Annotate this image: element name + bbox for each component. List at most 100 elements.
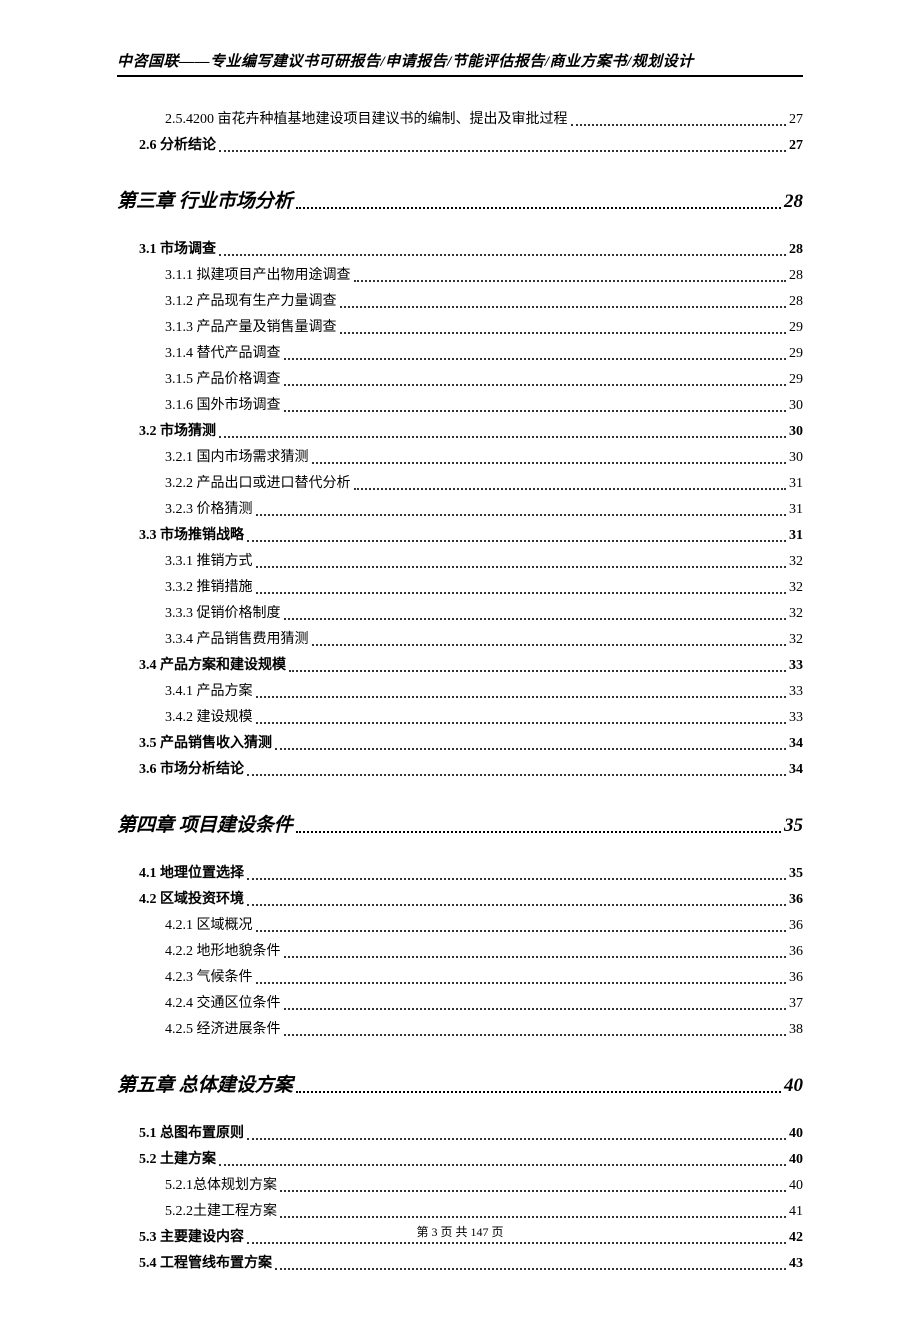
toc-label: 3.1.1 拟建项目产出物用途调查 bbox=[165, 263, 351, 289]
toc-label: 第五章 总体建设方案 bbox=[117, 1071, 293, 1101]
toc-leader-dots bbox=[256, 982, 787, 984]
toc-entry: 5.2.1总体规划方案40 bbox=[165, 1173, 803, 1199]
toc-label: 3.4 产品方案和建设规模 bbox=[139, 653, 286, 679]
toc-page-number: 29 bbox=[789, 367, 803, 393]
toc-entry: 3.1 市场调查28 bbox=[139, 237, 803, 263]
toc-label: 4.2.3 气候条件 bbox=[165, 965, 253, 991]
toc-entry: 5.4 工程管线布置方案 43 bbox=[139, 1251, 803, 1277]
toc-label: 3.2 市场猜测 bbox=[139, 419, 216, 445]
toc-page-number: 38 bbox=[789, 1017, 803, 1043]
toc-leader-dots bbox=[571, 124, 787, 126]
toc-entry: 4.1 地理位置选择 35 bbox=[139, 861, 803, 887]
toc-leader-dots bbox=[312, 462, 787, 464]
toc-entry: 3.5 产品销售收入猜测 34 bbox=[139, 731, 803, 757]
toc-label: 第四章 项目建设条件 bbox=[117, 811, 293, 841]
toc-label: 4.2.4 交通区位条件 bbox=[165, 991, 281, 1017]
toc-page-number: 43 bbox=[789, 1251, 803, 1277]
toc-leader-dots bbox=[284, 1034, 787, 1036]
toc-page-number: 36 bbox=[789, 913, 803, 939]
toc-page-number: 29 bbox=[789, 341, 803, 367]
toc-entry: 第三章 行业市场分析 28 bbox=[117, 187, 803, 217]
toc-label: 3.5 产品销售收入猜测 bbox=[139, 731, 272, 757]
toc-leader-dots bbox=[219, 1164, 786, 1166]
toc-label: 3.1.2 产品现有生产力量调查 bbox=[165, 289, 337, 315]
toc-entry: 3.2 市场猜测 30 bbox=[139, 419, 803, 445]
toc-entry: 3.1.4 替代产品调查29 bbox=[165, 341, 803, 367]
toc-label: 3.2.3 价格猜测 bbox=[165, 497, 253, 523]
table-of-contents: 2.5.4200 亩花卉种植基地建设项目建议书的编制、提出及审批过程 27 2.6 … bbox=[117, 107, 803, 1277]
toc-leader-dots bbox=[219, 436, 786, 438]
toc-page-number: 35 bbox=[789, 861, 803, 887]
toc-leader-dots bbox=[256, 514, 787, 516]
toc-entry: 3.2.3 价格猜测 31 bbox=[165, 497, 803, 523]
toc-page-number: 33 bbox=[789, 653, 803, 679]
toc-label: 5.1 总图布置原则 bbox=[139, 1121, 244, 1147]
toc-leader-dots bbox=[247, 878, 786, 880]
toc-leader-dots bbox=[354, 488, 787, 490]
toc-leader-dots bbox=[256, 696, 787, 698]
toc-leader-dots bbox=[275, 1268, 786, 1270]
toc-label: 5.4 工程管线布置方案 bbox=[139, 1251, 272, 1277]
toc-label: 2.6 分析结论 bbox=[139, 133, 216, 159]
toc-label: 3.1.6 国外市场调查 bbox=[165, 393, 281, 419]
toc-label: 3.2.2 产品出口或进口替代分析 bbox=[165, 471, 351, 497]
toc-leader-dots bbox=[354, 280, 787, 282]
toc-label: 3.3.4 产品销售费用猜测 bbox=[165, 627, 309, 653]
toc-label: 4.2.2 地形地貌条件 bbox=[165, 939, 281, 965]
toc-label: 3.6 市场分析结论 bbox=[139, 757, 244, 783]
toc-leader-dots bbox=[247, 540, 786, 542]
toc-page-number: 33 bbox=[789, 679, 803, 705]
toc-label: 5.2 土建方案 bbox=[139, 1147, 216, 1173]
toc-label: 3.4.1 产品方案 bbox=[165, 679, 253, 705]
toc-page-number: 27 bbox=[789, 107, 803, 133]
toc-leader-dots bbox=[256, 566, 787, 568]
toc-page-number: 31 bbox=[789, 497, 803, 523]
toc-page-number: 36 bbox=[789, 887, 803, 913]
toc-page-number: 28 bbox=[784, 187, 803, 217]
toc-entry: 3.1.6 国外市场调查 30 bbox=[165, 393, 803, 419]
toc-leader-dots bbox=[340, 332, 787, 334]
toc-page-number: 32 bbox=[789, 575, 803, 601]
toc-entry: 3.3 市场推销战略 31 bbox=[139, 523, 803, 549]
toc-page-number: 31 bbox=[789, 523, 803, 549]
toc-entry: 第五章 总体建设方案40 bbox=[117, 1071, 803, 1101]
toc-page-number: 36 bbox=[789, 939, 803, 965]
toc-page-number: 27 bbox=[789, 133, 803, 159]
toc-entry: 3.1.1 拟建项目产出物用途调查28 bbox=[165, 263, 803, 289]
toc-entry: 4.2.2 地形地貌条件 36 bbox=[165, 939, 803, 965]
toc-label: 2.5.4200 亩花卉种植基地建设项目建议书的编制、提出及审批过程 bbox=[165, 107, 568, 133]
toc-label: 3.3.2 推销措施 bbox=[165, 575, 253, 601]
toc-label: 第三章 行业市场分析 bbox=[117, 187, 293, 217]
toc-page-number: 32 bbox=[789, 549, 803, 575]
toc-page-number: 29 bbox=[789, 315, 803, 341]
toc-page-number: 37 bbox=[789, 991, 803, 1017]
toc-label: 3.3 市场推销战略 bbox=[139, 523, 244, 549]
toc-label: 3.1.5 产品价格调查 bbox=[165, 367, 281, 393]
toc-leader-dots bbox=[247, 1242, 786, 1244]
toc-entry: 5.1 总图布置原则40 bbox=[139, 1121, 803, 1147]
toc-label: 3.2.1 国内市场需求猜测 bbox=[165, 445, 309, 471]
toc-label: 3.3.3 促销价格制度 bbox=[165, 601, 281, 627]
toc-leader-dots bbox=[280, 1216, 786, 1218]
toc-leader-dots bbox=[296, 1091, 781, 1093]
toc-label: 5.2.1总体规划方案 bbox=[165, 1173, 277, 1199]
toc-entry: 3.1.2 产品现有生产力量调查28 bbox=[165, 289, 803, 315]
toc-leader-dots bbox=[247, 1138, 786, 1140]
toc-page-number: 30 bbox=[789, 393, 803, 419]
toc-label: 4.2.5 经济进展条件 bbox=[165, 1017, 281, 1043]
toc-label: 3.1.3 产品产量及销售量调查 bbox=[165, 315, 337, 341]
toc-entry: 3.3.1 推销方式32 bbox=[165, 549, 803, 575]
page-footer: 第 3 页 共 147 页 bbox=[0, 1223, 920, 1240]
toc-entry: 3.4.2 建设规模33 bbox=[165, 705, 803, 731]
toc-entry: 4.2.5 经济进展条件 38 bbox=[165, 1017, 803, 1043]
toc-entry: 3.3.4 产品销售费用猜测32 bbox=[165, 627, 803, 653]
toc-page-number: 30 bbox=[789, 419, 803, 445]
toc-page-number: 34 bbox=[789, 757, 803, 783]
toc-entry: 3.3.2 推销措施 32 bbox=[165, 575, 803, 601]
toc-leader-dots bbox=[256, 592, 787, 594]
toc-page-number: 31 bbox=[789, 471, 803, 497]
toc-label: 4.1 地理位置选择 bbox=[139, 861, 244, 887]
toc-page-number: 34 bbox=[789, 731, 803, 757]
toc-leader-dots bbox=[256, 930, 787, 932]
toc-leader-dots bbox=[284, 618, 787, 620]
